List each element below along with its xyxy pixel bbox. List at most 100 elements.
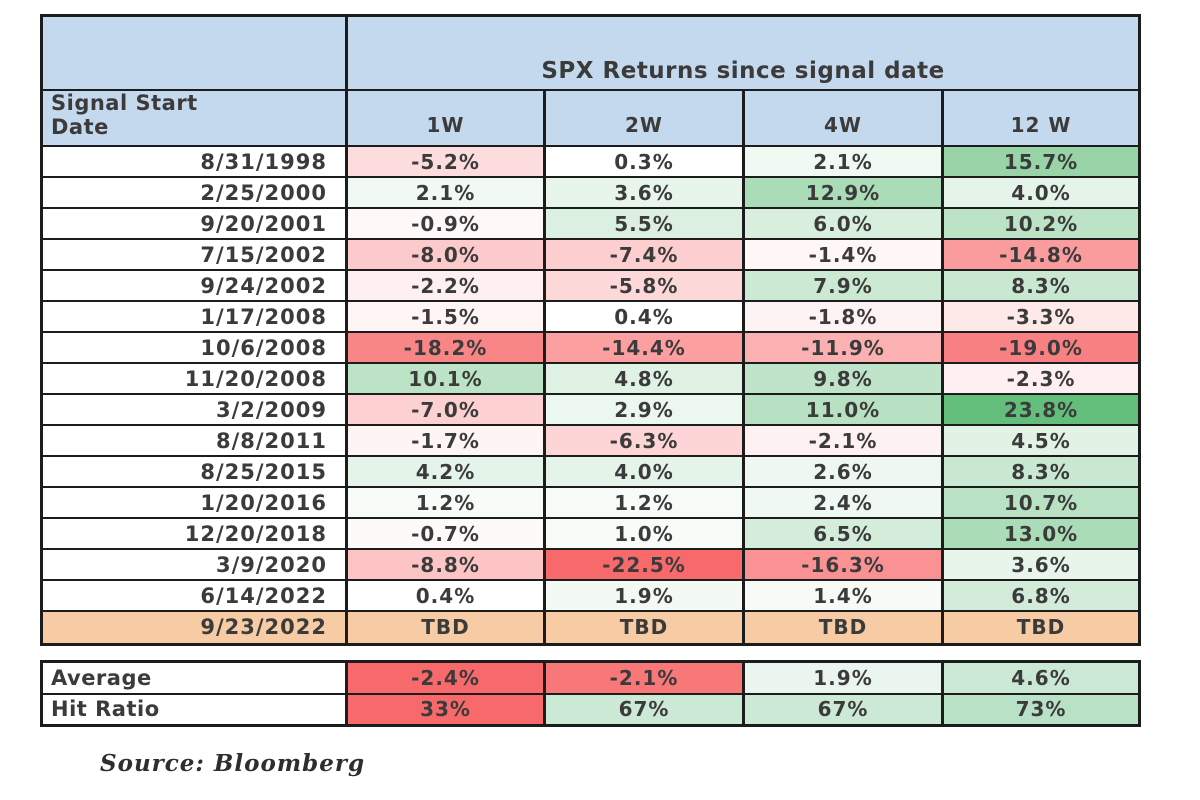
return-cell: 8.3%: [940, 455, 1142, 489]
signal-row: 3/9/2020 -8.8% -22.5% -16.3% 3.6%: [40, 548, 1142, 582]
signal-date-cell: 8/31/1998: [40, 145, 348, 179]
return-cell: -2.1%: [742, 424, 944, 458]
signal-date-cell: 10/6/2008: [40, 331, 348, 365]
return-cell: 10.7%: [940, 486, 1142, 520]
col-header-1w: 1W: [345, 88, 546, 148]
return-cell: -2.3%: [940, 362, 1142, 396]
col-header-2w: 2W: [543, 88, 745, 148]
source-note: Source: Bloomberg: [100, 750, 366, 777]
signal-row: 1/17/2008 -1.5% 0.4% -1.8% -3.3%: [40, 300, 1142, 334]
signal-date-cell: 9/20/2001: [40, 207, 348, 241]
return-cell: 3.6%: [940, 548, 1142, 582]
return-cell: TBD: [543, 610, 745, 646]
signal-row: 8/31/1998 -5.2% 0.3% 2.1% 15.7%: [40, 145, 1142, 179]
return-cell: -0.7%: [345, 517, 546, 551]
return-cell: -19.0%: [940, 331, 1142, 365]
summary-value-cell: 33%: [345, 692, 546, 727]
return-cell: 3.6%: [543, 176, 745, 210]
summary-row: Average -2.4% -2.1% 1.9% 4.6%: [40, 660, 1141, 695]
signal-row: 9/24/2002 -2.2% -5.8% 7.9% 8.3%: [40, 269, 1142, 303]
signal-row: 12/20/2018 -0.7% 1.0% 6.5% 13.0%: [40, 517, 1142, 551]
return-cell: 10.1%: [345, 362, 546, 396]
summary-value-cell: 4.6%: [941, 660, 1141, 695]
summary-value-cell: 67%: [742, 692, 944, 727]
return-cell: 4.8%: [543, 362, 745, 396]
return-cell: 1.9%: [543, 579, 745, 613]
return-cell: -7.0%: [345, 393, 546, 427]
summary-value-cell: -2.4%: [345, 660, 546, 695]
summary-value-cell: 73%: [941, 692, 1141, 727]
pending-signal-row: 9/23/2022 TBD TBD TBD TBD: [40, 610, 1142, 646]
return-cell: 15.7%: [940, 145, 1142, 179]
return-cell: 4.5%: [940, 424, 1142, 458]
col-header-12w: 12 W: [940, 88, 1142, 148]
signal-row: 2/25/2000 2.1% 3.6% 12.9% 4.0%: [40, 176, 1142, 210]
return-cell: 6.5%: [742, 517, 944, 551]
corner-cell: [40, 14, 348, 91]
return-cell: 2.4%: [742, 486, 944, 520]
return-cell: 9.8%: [742, 362, 944, 396]
return-cell: -0.9%: [345, 207, 546, 241]
return-cell: -11.9%: [742, 331, 944, 365]
return-cell: TBD: [742, 610, 944, 646]
return-cell: 23.8%: [940, 393, 1142, 427]
return-cell: 4.2%: [345, 455, 546, 489]
signal-row: 3/2/2009 -7.0% 2.9% 11.0% 23.8%: [40, 393, 1142, 427]
spx-returns-table: SPX Returns since signal date Signal Sta…: [40, 14, 1142, 646]
signal-date-cell: 3/2/2009: [40, 393, 348, 427]
return-cell: -1.8%: [742, 300, 944, 334]
signal-row: 8/25/2015 4.2% 4.0% 2.6% 8.3%: [40, 455, 1142, 489]
return-cell: -16.3%: [742, 548, 944, 582]
return-cell: 4.0%: [543, 455, 745, 489]
signal-row: 10/6/2008 -18.2% -14.4% -11.9% -19.0%: [40, 331, 1142, 365]
signal-date-cell: 6/14/2022: [40, 579, 348, 613]
return-cell: 0.3%: [543, 145, 745, 179]
summary-label-cell: Hit Ratio: [40, 692, 348, 727]
signal-date-cell: 9/24/2002: [40, 269, 348, 303]
summary-value-cell: 67%: [543, 692, 745, 727]
col-header-4w: 4W: [742, 88, 944, 148]
signal-date-cell: 8/8/2011: [40, 424, 348, 458]
return-cell: -2.2%: [345, 269, 546, 303]
summary-value-cell: 1.9%: [742, 660, 944, 695]
signal-date-cell: 3/9/2020: [40, 548, 348, 582]
return-cell: -1.7%: [345, 424, 546, 458]
return-cell: -5.8%: [543, 269, 745, 303]
return-cell: TBD: [940, 610, 1142, 646]
return-cell: 5.5%: [543, 207, 745, 241]
signal-row: 6/14/2022 0.4% 1.9% 1.4% 6.8%: [40, 579, 1142, 613]
signal-date-cell: 7/15/2002: [40, 238, 348, 272]
return-cell: TBD: [345, 610, 546, 646]
table-title-row: SPX Returns since signal date: [40, 14, 1142, 91]
return-cell: 1.2%: [345, 486, 546, 520]
return-cell: 6.0%: [742, 207, 944, 241]
signal-date-cell: 12/20/2018: [40, 517, 348, 551]
signal-row: 7/15/2002 -8.0% -7.4% -1.4% -14.8%: [40, 238, 1142, 272]
return-cell: 12.9%: [742, 176, 944, 210]
return-cell: 2.1%: [345, 176, 546, 210]
return-cell: 0.4%: [543, 300, 745, 334]
return-cell: -6.3%: [543, 424, 745, 458]
return-cell: -7.4%: [543, 238, 745, 272]
table-title: SPX Returns since signal date: [344, 14, 1142, 91]
return-cell: 11.0%: [742, 393, 944, 427]
return-cell: 10.2%: [940, 207, 1142, 241]
signal-date-cell: 9/23/2022: [40, 610, 348, 646]
signal-start-date-header: Signal Start Date: [40, 88, 348, 148]
signal-row: 8/8/2011 -1.7% -6.3% -2.1% 4.5%: [40, 424, 1142, 458]
return-cell: -14.8%: [940, 238, 1142, 272]
signal-row: 11/20/2008 10.1% 4.8% 9.8% -2.3%: [40, 362, 1142, 396]
return-cell: 6.8%: [940, 579, 1142, 613]
return-cell: 2.1%: [742, 145, 944, 179]
summary-label-cell: Average: [40, 660, 348, 695]
return-cell: 1.4%: [742, 579, 944, 613]
return-cell: 4.0%: [940, 176, 1142, 210]
return-cell: 1.2%: [543, 486, 745, 520]
return-cell: 2.6%: [742, 455, 944, 489]
return-cell: -14.4%: [543, 331, 745, 365]
return-cell: 7.9%: [742, 269, 944, 303]
return-cell: -18.2%: [345, 331, 546, 365]
return-cell: -1.4%: [742, 238, 944, 272]
return-cell: 2.9%: [543, 393, 745, 427]
